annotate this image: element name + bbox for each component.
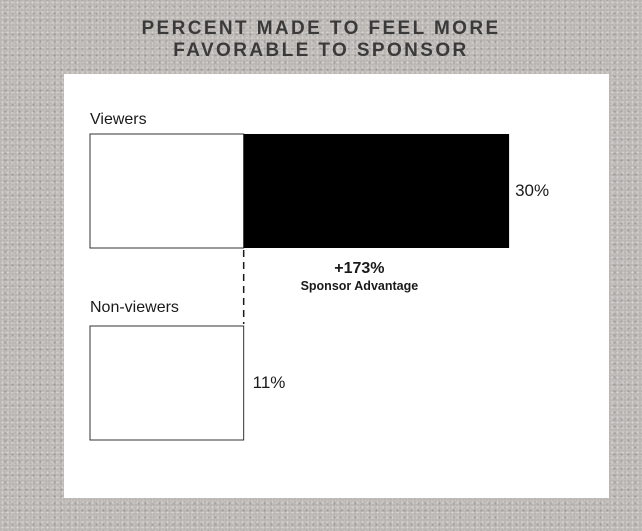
bar-chart: Viewers 30% +173% Sponsor Advantage Non-… — [89, 111, 549, 441]
bar-viewers-advantage-portion — [243, 134, 510, 248]
bar-non-viewers — [89, 325, 245, 441]
sponsor-advantage-label: Sponsor Advantage — [301, 279, 419, 293]
chart-panel: Viewers 30% +173% Sponsor Advantage Non-… — [64, 74, 609, 498]
value-label-viewers: 30% — [515, 181, 549, 200]
sponsor-advantage-value: +173% — [334, 260, 384, 277]
category-label-non-viewers: Non-viewers — [90, 299, 179, 316]
category-label-viewers: Viewers — [90, 111, 147, 128]
bar-viewers-baseline-portion — [89, 133, 245, 249]
chart-title-line-2: FAVORABLE TO SPONSOR — [173, 40, 469, 61]
chart-title: PERCENT MADE TO FEEL MORE FAVORABLE TO S… — [0, 18, 642, 62]
value-label-non-viewers: 11% — [253, 373, 286, 392]
chart-title-line-1: PERCENT MADE TO FEEL MORE — [141, 18, 501, 39]
